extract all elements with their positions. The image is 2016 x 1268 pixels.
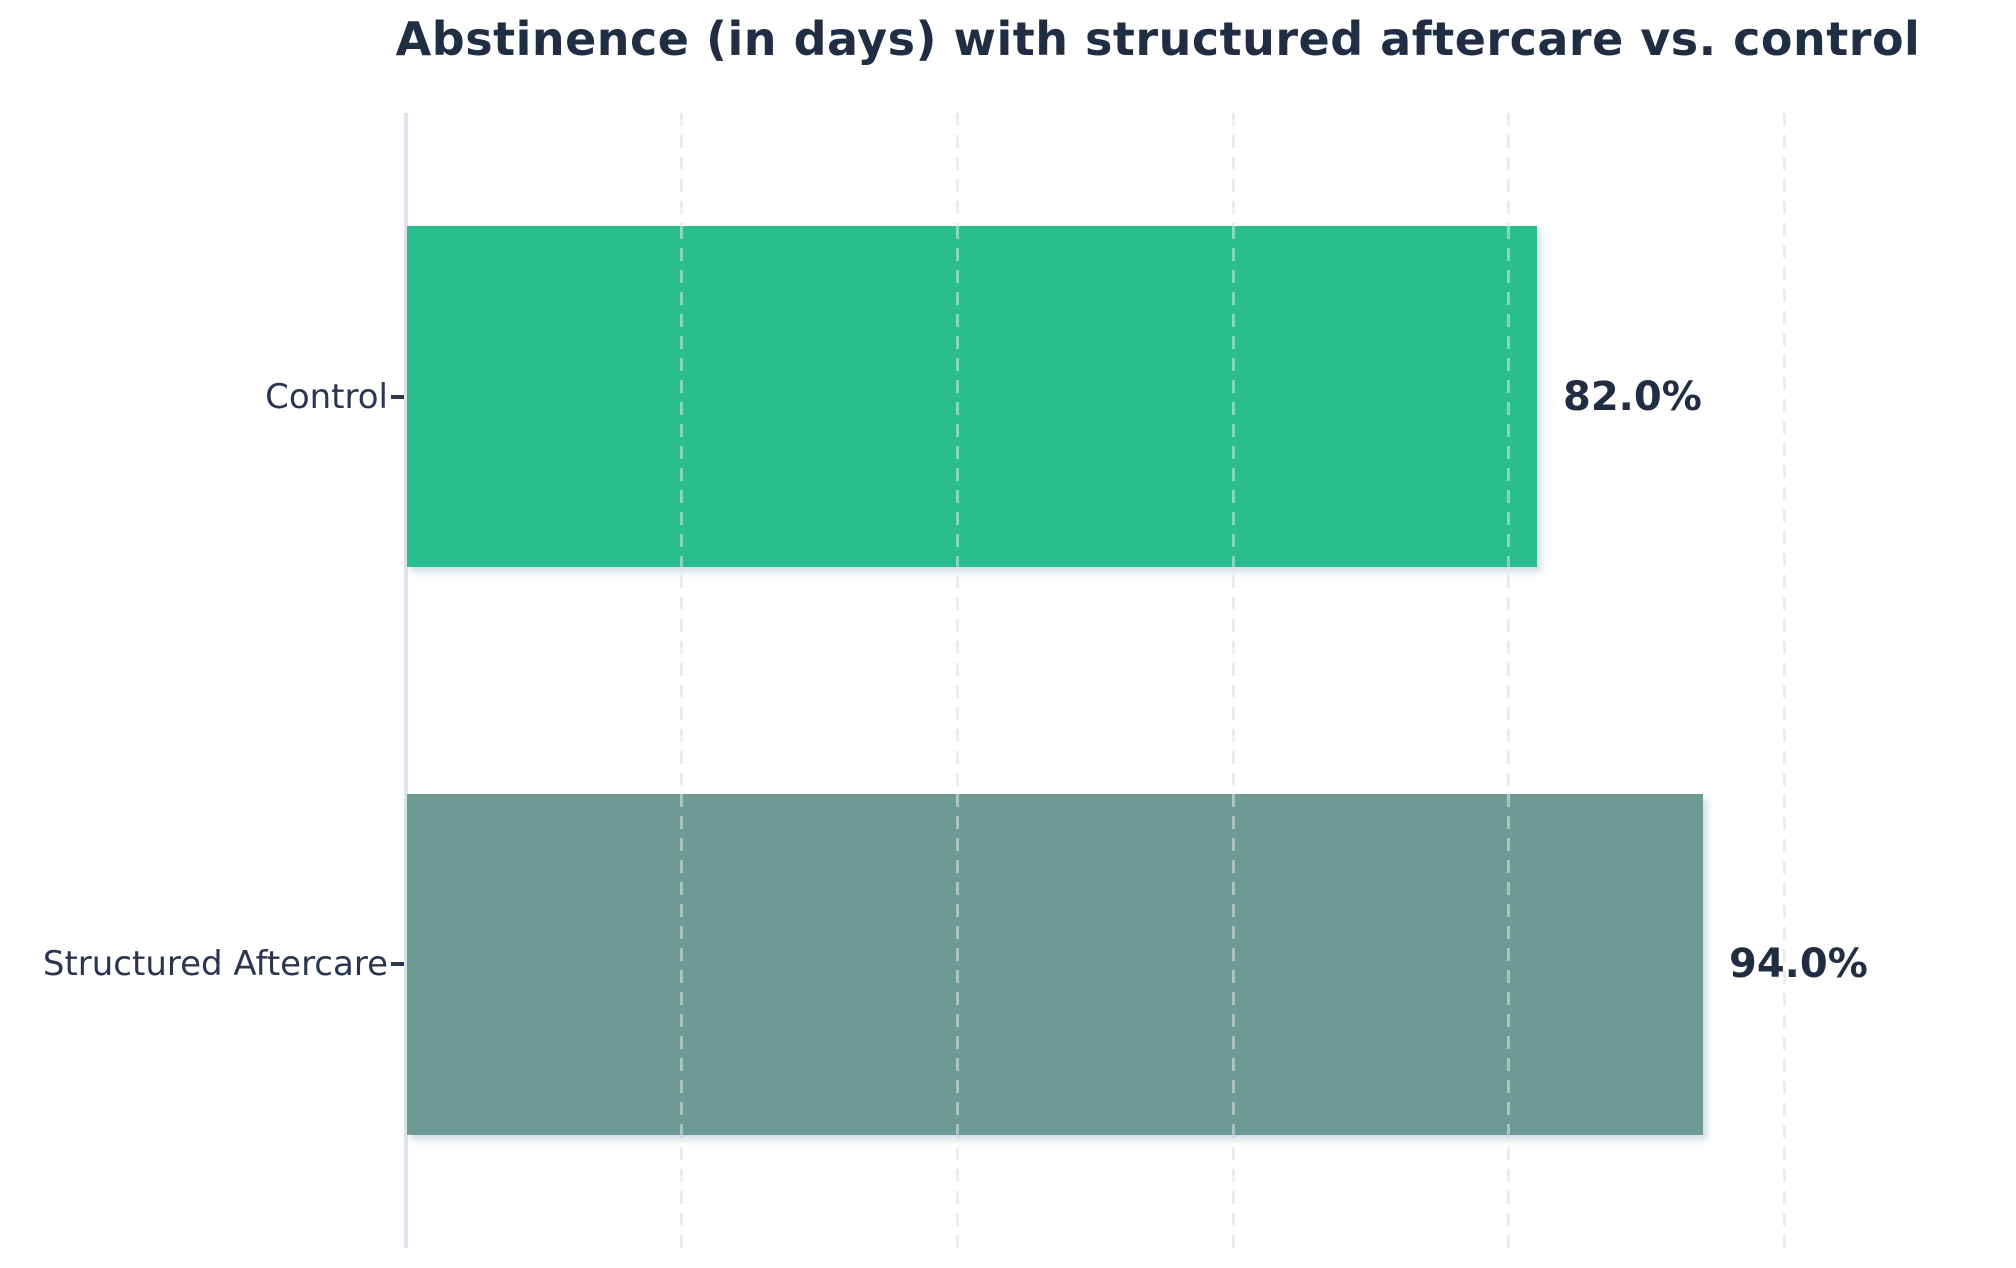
- gridline-over-bar: [680, 226, 684, 567]
- gridline-over-bar: [955, 226, 959, 567]
- bar-value-label: 94.0%: [1729, 941, 1868, 987]
- bar: [407, 794, 1703, 1135]
- gridline-over-bar: [1231, 794, 1235, 1135]
- bar-value-label: 82.0%: [1563, 374, 1702, 420]
- gridline: [1507, 113, 1511, 1248]
- gridline: [955, 113, 959, 1248]
- gridline-over-bar: [1507, 794, 1511, 1135]
- gridline-over-bar: [955, 794, 959, 1135]
- gridline-over-bar: [680, 794, 684, 1135]
- category-label: Control: [265, 377, 388, 417]
- category-label: Structured Aftercare: [42, 944, 388, 984]
- gridline-over-bar: [1507, 226, 1511, 567]
- gridline: [1782, 113, 1786, 1248]
- plot-area: 82.0% 94.0%: [404, 113, 2016, 1248]
- gridline: [680, 113, 684, 1248]
- chart-title: Abstinence (in days) with structured aft…: [395, 12, 1921, 66]
- gridline: [1231, 113, 1235, 1248]
- gridline-over-bar: [1231, 226, 1235, 567]
- y-axis-line: [404, 113, 408, 1248]
- y-tick-mark: [391, 395, 404, 399]
- y-tick-mark: [391, 962, 404, 966]
- bar: [407, 226, 1537, 567]
